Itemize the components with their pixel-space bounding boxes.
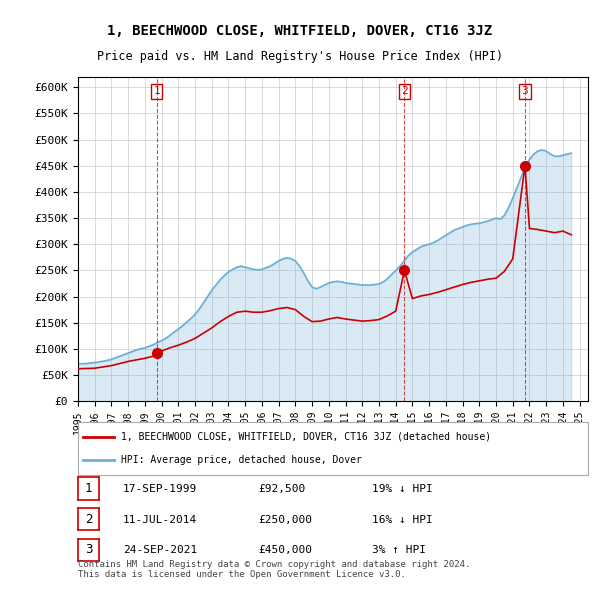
Text: 3% ↑ HPI: 3% ↑ HPI bbox=[372, 546, 426, 555]
Text: 17-SEP-1999: 17-SEP-1999 bbox=[123, 484, 197, 494]
Text: HPI: Average price, detached house, Dover: HPI: Average price, detached house, Dove… bbox=[121, 455, 362, 465]
Text: 3: 3 bbox=[85, 543, 92, 556]
Text: 16% ↓ HPI: 16% ↓ HPI bbox=[372, 515, 433, 525]
Text: £250,000: £250,000 bbox=[258, 515, 312, 525]
Text: 11-JUL-2014: 11-JUL-2014 bbox=[123, 515, 197, 525]
Text: 2: 2 bbox=[401, 87, 408, 96]
Text: £450,000: £450,000 bbox=[258, 546, 312, 555]
Text: 1: 1 bbox=[85, 482, 92, 495]
Text: Contains HM Land Registry data © Crown copyright and database right 2024.
This d: Contains HM Land Registry data © Crown c… bbox=[78, 560, 470, 579]
Text: Price paid vs. HM Land Registry's House Price Index (HPI): Price paid vs. HM Land Registry's House … bbox=[97, 50, 503, 63]
Text: 1, BEECHWOOD CLOSE, WHITFIELD, DOVER, CT16 3JZ (detached house): 1, BEECHWOOD CLOSE, WHITFIELD, DOVER, CT… bbox=[121, 432, 491, 442]
Text: £92,500: £92,500 bbox=[258, 484, 305, 494]
Text: 3: 3 bbox=[521, 87, 529, 96]
Text: 24-SEP-2021: 24-SEP-2021 bbox=[123, 546, 197, 555]
Text: 1: 1 bbox=[154, 87, 160, 96]
Text: 2: 2 bbox=[85, 513, 92, 526]
Text: 19% ↓ HPI: 19% ↓ HPI bbox=[372, 484, 433, 494]
Text: 1, BEECHWOOD CLOSE, WHITFIELD, DOVER, CT16 3JZ: 1, BEECHWOOD CLOSE, WHITFIELD, DOVER, CT… bbox=[107, 24, 493, 38]
